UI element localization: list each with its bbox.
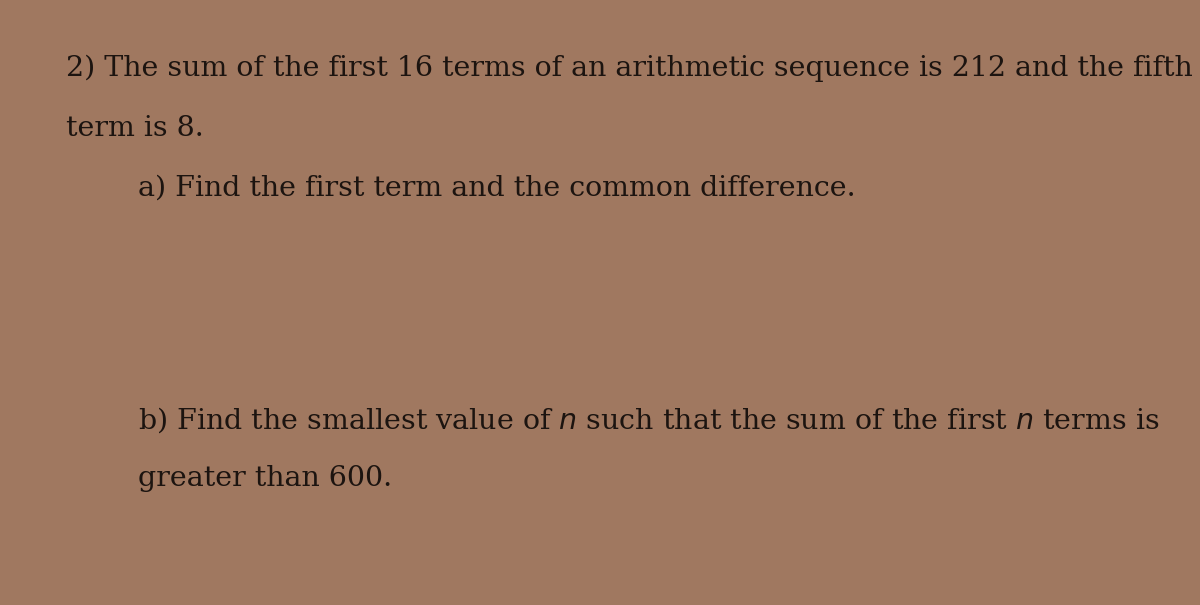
- Text: greater than 600.: greater than 600.: [138, 465, 392, 492]
- Text: a) Find the first term and the common difference.: a) Find the first term and the common di…: [138, 175, 856, 202]
- Text: 2) The sum of the first 16 terms of an arithmetic sequence is 212 and the fifth: 2) The sum of the first 16 terms of an a…: [66, 55, 1193, 82]
- Text: term is 8.: term is 8.: [66, 115, 204, 142]
- Text: b) Find the smallest value of $\mathit{n}$ such that the sum of the first $\math: b) Find the smallest value of $\mathit{n…: [138, 405, 1159, 435]
